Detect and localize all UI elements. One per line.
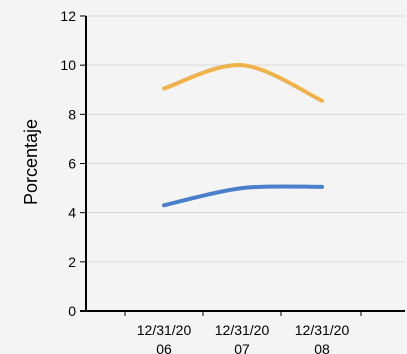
series-line-1 (162, 63, 324, 103)
y-tick-label: 10 (60, 57, 76, 73)
axis-labels: 0 2 4 6 8 10 12 12/31/20 06 12/31/20 07 12/31/20 08 (60, 8, 349, 354)
y-tick-label: 8 (68, 106, 76, 122)
series-lines (162, 63, 324, 208)
grid-lines (86, 15, 405, 263)
x-tick-label: 12/31/20 07 (215, 322, 270, 354)
y-tick-label: 12 (60, 8, 76, 24)
series-line-2 (162, 184, 324, 208)
x-tick-label: 12/31/20 08 (295, 322, 350, 354)
y-axis-title: Porcentaje (21, 119, 41, 205)
y-tick-label: 6 (68, 156, 76, 172)
axes (80, 15, 405, 316)
y-tick-label: 2 (68, 254, 76, 270)
x-tick-label: 12/31/20 06 (137, 322, 192, 354)
y-tick-label: 4 (68, 205, 76, 221)
y-tick-label: 0 (68, 303, 76, 319)
